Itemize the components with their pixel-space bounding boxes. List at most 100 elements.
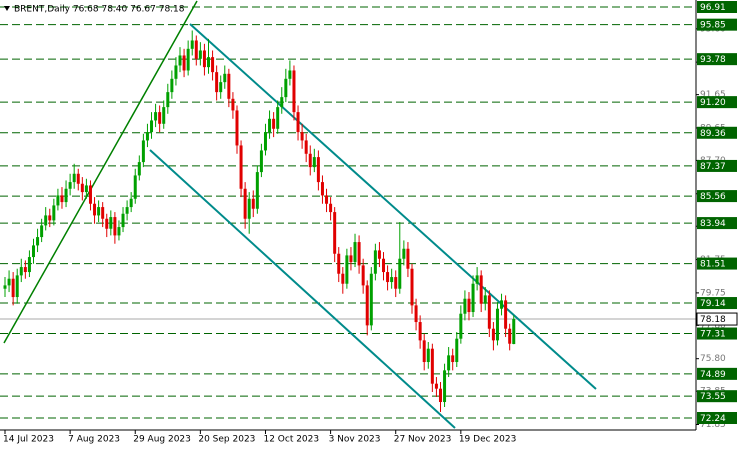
candle-body <box>68 182 72 189</box>
candle-body <box>247 198 251 219</box>
candle-body <box>182 55 186 71</box>
candle-body <box>162 107 166 124</box>
trend-line <box>3 0 198 344</box>
candle-body <box>455 338 459 363</box>
level-label-box <box>697 53 737 66</box>
candle-body <box>48 215 52 221</box>
candle-body <box>292 70 296 113</box>
candle-body <box>508 328 512 344</box>
candle-body <box>504 300 508 329</box>
candle-body <box>215 72 219 93</box>
candle-body <box>316 157 320 183</box>
level-label-box <box>697 367 737 380</box>
candle-body <box>491 328 495 341</box>
candle-body <box>109 217 113 229</box>
candle-body <box>263 132 267 151</box>
candle-body <box>398 258 402 289</box>
candle-body <box>304 140 308 154</box>
candle-body <box>475 275 479 284</box>
candle-body <box>235 110 239 146</box>
candle-body <box>402 248 406 259</box>
candle-body <box>227 73 231 99</box>
candle-body <box>312 157 316 168</box>
chart-legend: BRENT,Daily 76.68 78.40 76.67 78.18 <box>14 5 185 15</box>
level-label: 96.91 <box>700 3 726 13</box>
y-tick-label: 71.85 <box>700 420 726 430</box>
candle-body <box>31 245 35 258</box>
candle-body <box>329 203 333 213</box>
candle-body <box>422 340 426 363</box>
channel-upper <box>189 23 597 390</box>
candle-body <box>97 207 101 216</box>
level-label-box <box>697 18 737 31</box>
candle-body <box>333 212 337 254</box>
candle-body <box>406 248 410 269</box>
level-label-box <box>697 327 737 340</box>
candle-body <box>382 258 386 273</box>
level-label-box <box>697 257 737 270</box>
level-label-box <box>697 96 737 109</box>
axis-layer: 71.8573.8575.8077.8079.7581.7583.7585.70… <box>3 0 738 445</box>
x-tick-label: 20 Sep 2023 <box>198 435 255 445</box>
candle-body <box>219 82 223 93</box>
candle-body <box>231 98 235 111</box>
candle-body <box>447 355 451 371</box>
level-label-box <box>697 390 737 403</box>
candle-body <box>101 207 105 219</box>
candle-body <box>105 218 109 229</box>
last-price-box <box>696 312 738 326</box>
candle-body <box>487 295 491 329</box>
level-label: 95.85 <box>700 21 726 31</box>
candle-body <box>64 188 68 203</box>
candle-body <box>44 215 48 226</box>
candle-body <box>145 132 149 141</box>
candle-body <box>276 107 280 129</box>
candle-body <box>500 300 504 309</box>
candle-body <box>251 198 255 209</box>
level-label-box <box>697 297 737 310</box>
candle-body <box>390 277 394 283</box>
x-tick-label: 12 Oct 2023 <box>263 435 319 445</box>
candle-body <box>284 78 288 98</box>
candle-body <box>296 112 300 133</box>
candle-body <box>268 118 272 133</box>
candle-body <box>174 65 178 79</box>
candle-body <box>117 227 121 236</box>
candle-body <box>280 97 284 108</box>
candle-body <box>414 305 418 323</box>
level-label: 89.36 <box>700 129 726 139</box>
candle-body <box>154 112 158 121</box>
candle-body <box>129 198 133 208</box>
candle-body <box>430 348 434 384</box>
candle-body <box>178 55 182 66</box>
candle-body <box>426 348 430 363</box>
candle-body <box>207 57 210 68</box>
candle-body <box>418 322 422 341</box>
level-label: 79.14 <box>700 299 726 309</box>
candle-body <box>60 195 64 203</box>
candle-body <box>202 50 206 68</box>
level-label: 93.78 <box>700 55 726 65</box>
candle-body <box>11 278 15 298</box>
candle-body <box>438 388 442 403</box>
x-tick-label: 29 Aug 2023 <box>133 435 191 445</box>
candle-body <box>19 267 23 276</box>
candle-body <box>288 70 292 79</box>
candle-body <box>80 183 84 193</box>
candle-body <box>341 273 345 284</box>
candle-body <box>76 173 80 184</box>
x-tick-label: 19 Dec 2023 <box>459 435 516 445</box>
level-label: 83.94 <box>700 219 726 229</box>
candle-body <box>52 205 56 221</box>
level-label: 91.20 <box>700 98 726 108</box>
candle-body <box>84 185 88 193</box>
candle-body <box>471 283 475 313</box>
candle-body <box>369 273 373 326</box>
candle-body <box>166 92 170 108</box>
symbol-menu-icon[interactable] <box>4 6 10 11</box>
y-tick-label: 77.80 <box>700 321 726 331</box>
x-tick-label: 14 Jul 2023 <box>3 435 54 445</box>
candle-body <box>223 73 227 83</box>
level-label-box <box>697 126 737 139</box>
level-label: 72.24 <box>700 414 726 424</box>
